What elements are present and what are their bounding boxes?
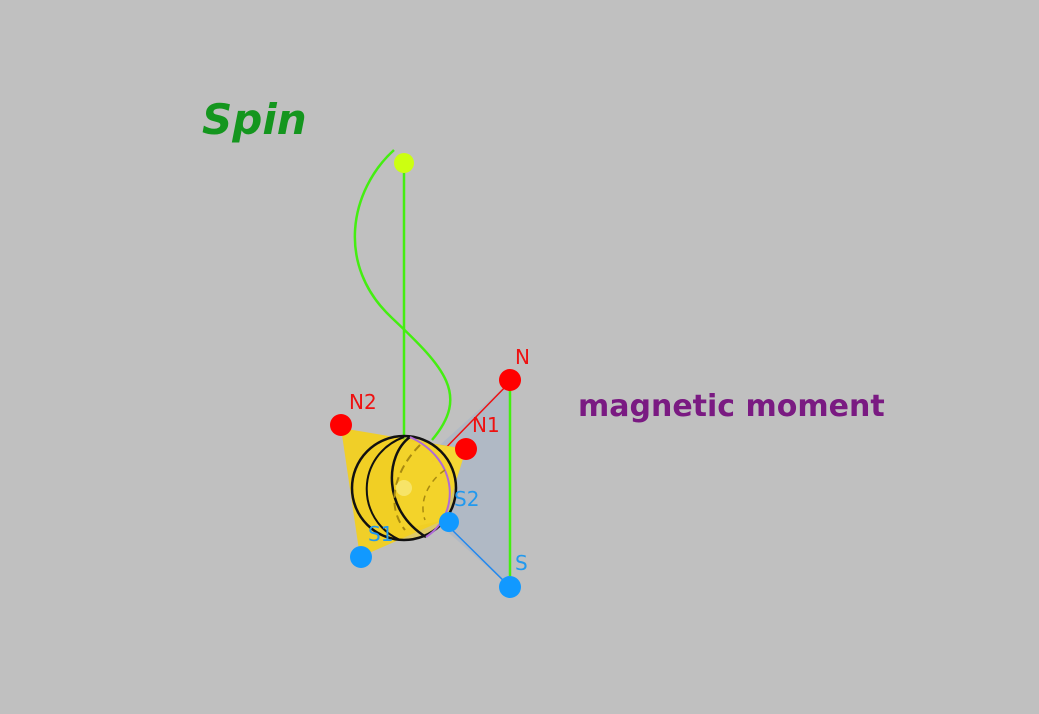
moment-plane [432,382,510,587]
label-n1: N1 [472,413,500,437]
label-n: N [515,345,530,369]
north-dot-n [499,369,521,391]
magnetic-moment-label: magnetic moment [578,389,885,424]
south-dot-s2 [439,512,459,532]
label-n2: N2 [349,390,377,414]
spin-helix-curve [353,149,452,441]
north-dot-n1 [455,438,477,460]
spin-sphere [350,434,458,542]
label-s2: S2 [454,487,479,511]
north-dot-n2 [330,414,352,436]
south-dot-s [499,576,521,598]
south-dot-s1 [350,546,372,568]
label-s: S [515,551,528,575]
label-s1: S1 [368,522,393,546]
axis-top-dot [394,153,414,173]
spin-title: Spin [202,95,307,144]
